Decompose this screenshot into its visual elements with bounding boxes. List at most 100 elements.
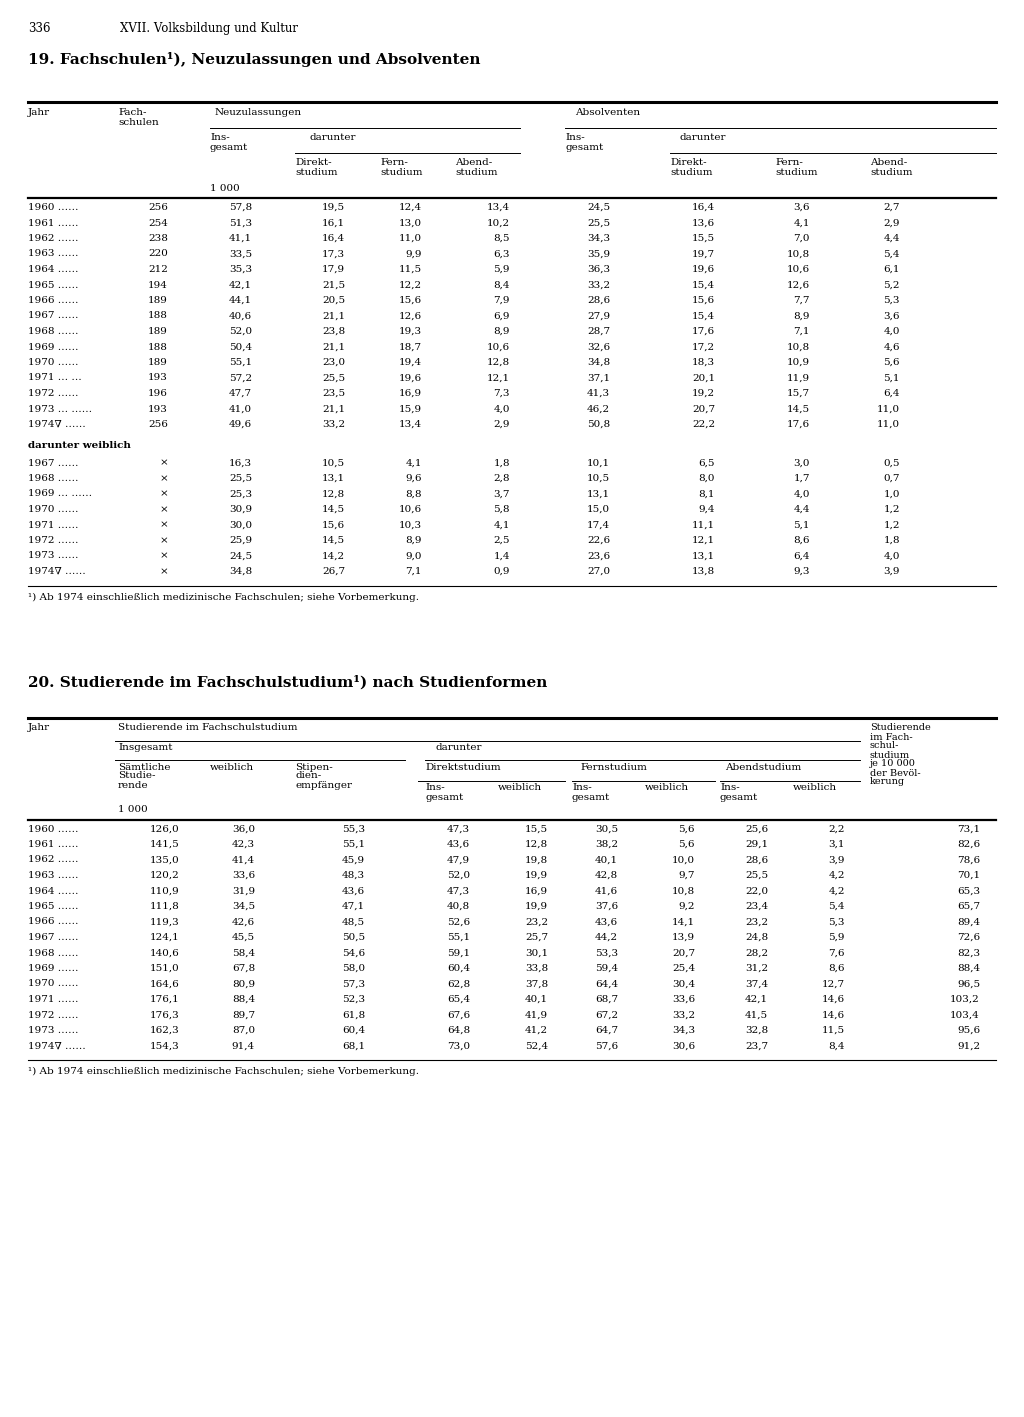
Text: studium: studium xyxy=(870,751,910,760)
Text: 1961 ……: 1961 …… xyxy=(28,840,79,849)
Text: 36,0: 36,0 xyxy=(231,825,255,833)
Text: 34,5: 34,5 xyxy=(231,903,255,911)
Text: 4,4: 4,4 xyxy=(794,504,810,514)
Text: ×: × xyxy=(160,567,168,575)
Text: 189: 189 xyxy=(148,296,168,305)
Text: 10,9: 10,9 xyxy=(786,359,810,367)
Text: 11,5: 11,5 xyxy=(822,1026,845,1034)
Text: ¹) Ab 1974 einschließlich medizinische Fachschulen; siehe Vorbemerkung.: ¹) Ab 1974 einschließlich medizinische F… xyxy=(28,592,419,602)
Text: 1971 ……: 1971 …… xyxy=(28,995,79,1005)
Text: 193: 193 xyxy=(148,374,168,383)
Text: 33,5: 33,5 xyxy=(229,249,252,258)
Text: 25,9: 25,9 xyxy=(229,536,252,546)
Text: 11,5: 11,5 xyxy=(399,265,422,273)
Text: 20,7: 20,7 xyxy=(692,404,715,414)
Text: Jahr: Jahr xyxy=(28,108,50,118)
Text: 42,1: 42,1 xyxy=(744,995,768,1005)
Text: 5,6: 5,6 xyxy=(679,825,695,833)
Text: 44,1: 44,1 xyxy=(229,296,252,305)
Text: 30,1: 30,1 xyxy=(525,948,548,958)
Text: 88,4: 88,4 xyxy=(231,995,255,1005)
Text: 23,8: 23,8 xyxy=(322,327,345,336)
Text: 47,3: 47,3 xyxy=(446,887,470,896)
Text: 0,9: 0,9 xyxy=(494,567,510,575)
Text: 27,9: 27,9 xyxy=(587,312,610,320)
Text: 15,4: 15,4 xyxy=(692,312,715,320)
Text: 61,8: 61,8 xyxy=(342,1010,365,1019)
Text: 6,4: 6,4 xyxy=(794,551,810,561)
Text: 7,7: 7,7 xyxy=(794,296,810,305)
Text: 33,8: 33,8 xyxy=(525,964,548,973)
Text: studium: studium xyxy=(380,169,423,177)
Text: 1972 ……: 1972 …… xyxy=(28,390,79,398)
Text: 27,0: 27,0 xyxy=(587,567,610,575)
Text: 28,2: 28,2 xyxy=(744,948,768,958)
Text: 25,6: 25,6 xyxy=(744,825,768,833)
Text: 55,1: 55,1 xyxy=(342,840,365,849)
Text: ¹) Ab 1974 einschließlich medizinische Fachschulen; siehe Vorbemerkung.: ¹) Ab 1974 einschließlich medizinische F… xyxy=(28,1067,419,1076)
Text: 1971 … …: 1971 … … xyxy=(28,374,82,383)
Text: 19,5: 19,5 xyxy=(322,203,345,213)
Text: Absolventen: Absolventen xyxy=(575,108,640,118)
Text: 78,6: 78,6 xyxy=(956,856,980,864)
Text: 254: 254 xyxy=(148,218,168,228)
Text: 19,2: 19,2 xyxy=(692,390,715,398)
Text: 12,1: 12,1 xyxy=(692,536,715,546)
Text: gesamt: gesamt xyxy=(720,792,758,802)
Text: 59,1: 59,1 xyxy=(446,948,470,958)
Text: 6,3: 6,3 xyxy=(494,249,510,258)
Text: 23,6: 23,6 xyxy=(587,551,610,561)
Text: 6,5: 6,5 xyxy=(698,459,715,468)
Text: 10,0: 10,0 xyxy=(672,856,695,864)
Text: 37,6: 37,6 xyxy=(595,903,618,911)
Text: Ins-: Ins- xyxy=(425,784,444,792)
Text: 4,2: 4,2 xyxy=(828,871,845,880)
Text: 41,3: 41,3 xyxy=(587,390,610,398)
Text: 31,9: 31,9 xyxy=(231,887,255,896)
Text: 0,7: 0,7 xyxy=(884,475,900,483)
Text: 10,8: 10,8 xyxy=(672,887,695,896)
Text: 53,3: 53,3 xyxy=(595,948,618,958)
Text: darunter: darunter xyxy=(435,744,481,752)
Text: 1964 ……: 1964 …… xyxy=(28,265,79,273)
Text: dien-: dien- xyxy=(295,771,322,781)
Text: 17,4: 17,4 xyxy=(587,520,610,530)
Text: Fern-: Fern- xyxy=(380,159,408,167)
Text: 41,1: 41,1 xyxy=(229,234,252,242)
Text: 9,0: 9,0 xyxy=(406,551,422,561)
Text: 3,6: 3,6 xyxy=(794,203,810,213)
Text: 135,0: 135,0 xyxy=(151,856,180,864)
Text: 19,6: 19,6 xyxy=(399,374,422,383)
Text: 62,8: 62,8 xyxy=(446,979,470,989)
Text: 1965 ……: 1965 …… xyxy=(28,281,79,289)
Text: 13,4: 13,4 xyxy=(486,203,510,213)
Text: 4,0: 4,0 xyxy=(494,404,510,414)
Text: 37,8: 37,8 xyxy=(525,979,548,989)
Text: 91,2: 91,2 xyxy=(956,1041,980,1050)
Text: 47,1: 47,1 xyxy=(342,903,365,911)
Text: 12,8: 12,8 xyxy=(322,489,345,499)
Text: 1,4: 1,4 xyxy=(494,551,510,561)
Text: ×: × xyxy=(160,504,168,514)
Text: 34,8: 34,8 xyxy=(587,359,610,367)
Text: 30,5: 30,5 xyxy=(595,825,618,833)
Text: 1968 ……: 1968 …… xyxy=(28,948,79,958)
Text: 30,0: 30,0 xyxy=(229,520,252,530)
Text: 6,9: 6,9 xyxy=(494,312,510,320)
Text: 30,6: 30,6 xyxy=(672,1041,695,1050)
Text: 30,9: 30,9 xyxy=(229,504,252,514)
Text: 1973 ……: 1973 …… xyxy=(28,1026,79,1034)
Text: 89,4: 89,4 xyxy=(956,917,980,927)
Text: 8,9: 8,9 xyxy=(494,327,510,336)
Text: 43,6: 43,6 xyxy=(446,840,470,849)
Text: 20,1: 20,1 xyxy=(692,374,715,383)
Text: 9,7: 9,7 xyxy=(679,871,695,880)
Text: 7,3: 7,3 xyxy=(494,390,510,398)
Text: 31,2: 31,2 xyxy=(744,964,768,973)
Text: 8,4: 8,4 xyxy=(494,281,510,289)
Text: 41,6: 41,6 xyxy=(595,887,618,896)
Text: 91,4: 91,4 xyxy=(231,1041,255,1050)
Text: 1974∇ ……: 1974∇ …… xyxy=(28,419,86,429)
Text: 3,6: 3,6 xyxy=(884,312,900,320)
Text: 8,4: 8,4 xyxy=(828,1041,845,1050)
